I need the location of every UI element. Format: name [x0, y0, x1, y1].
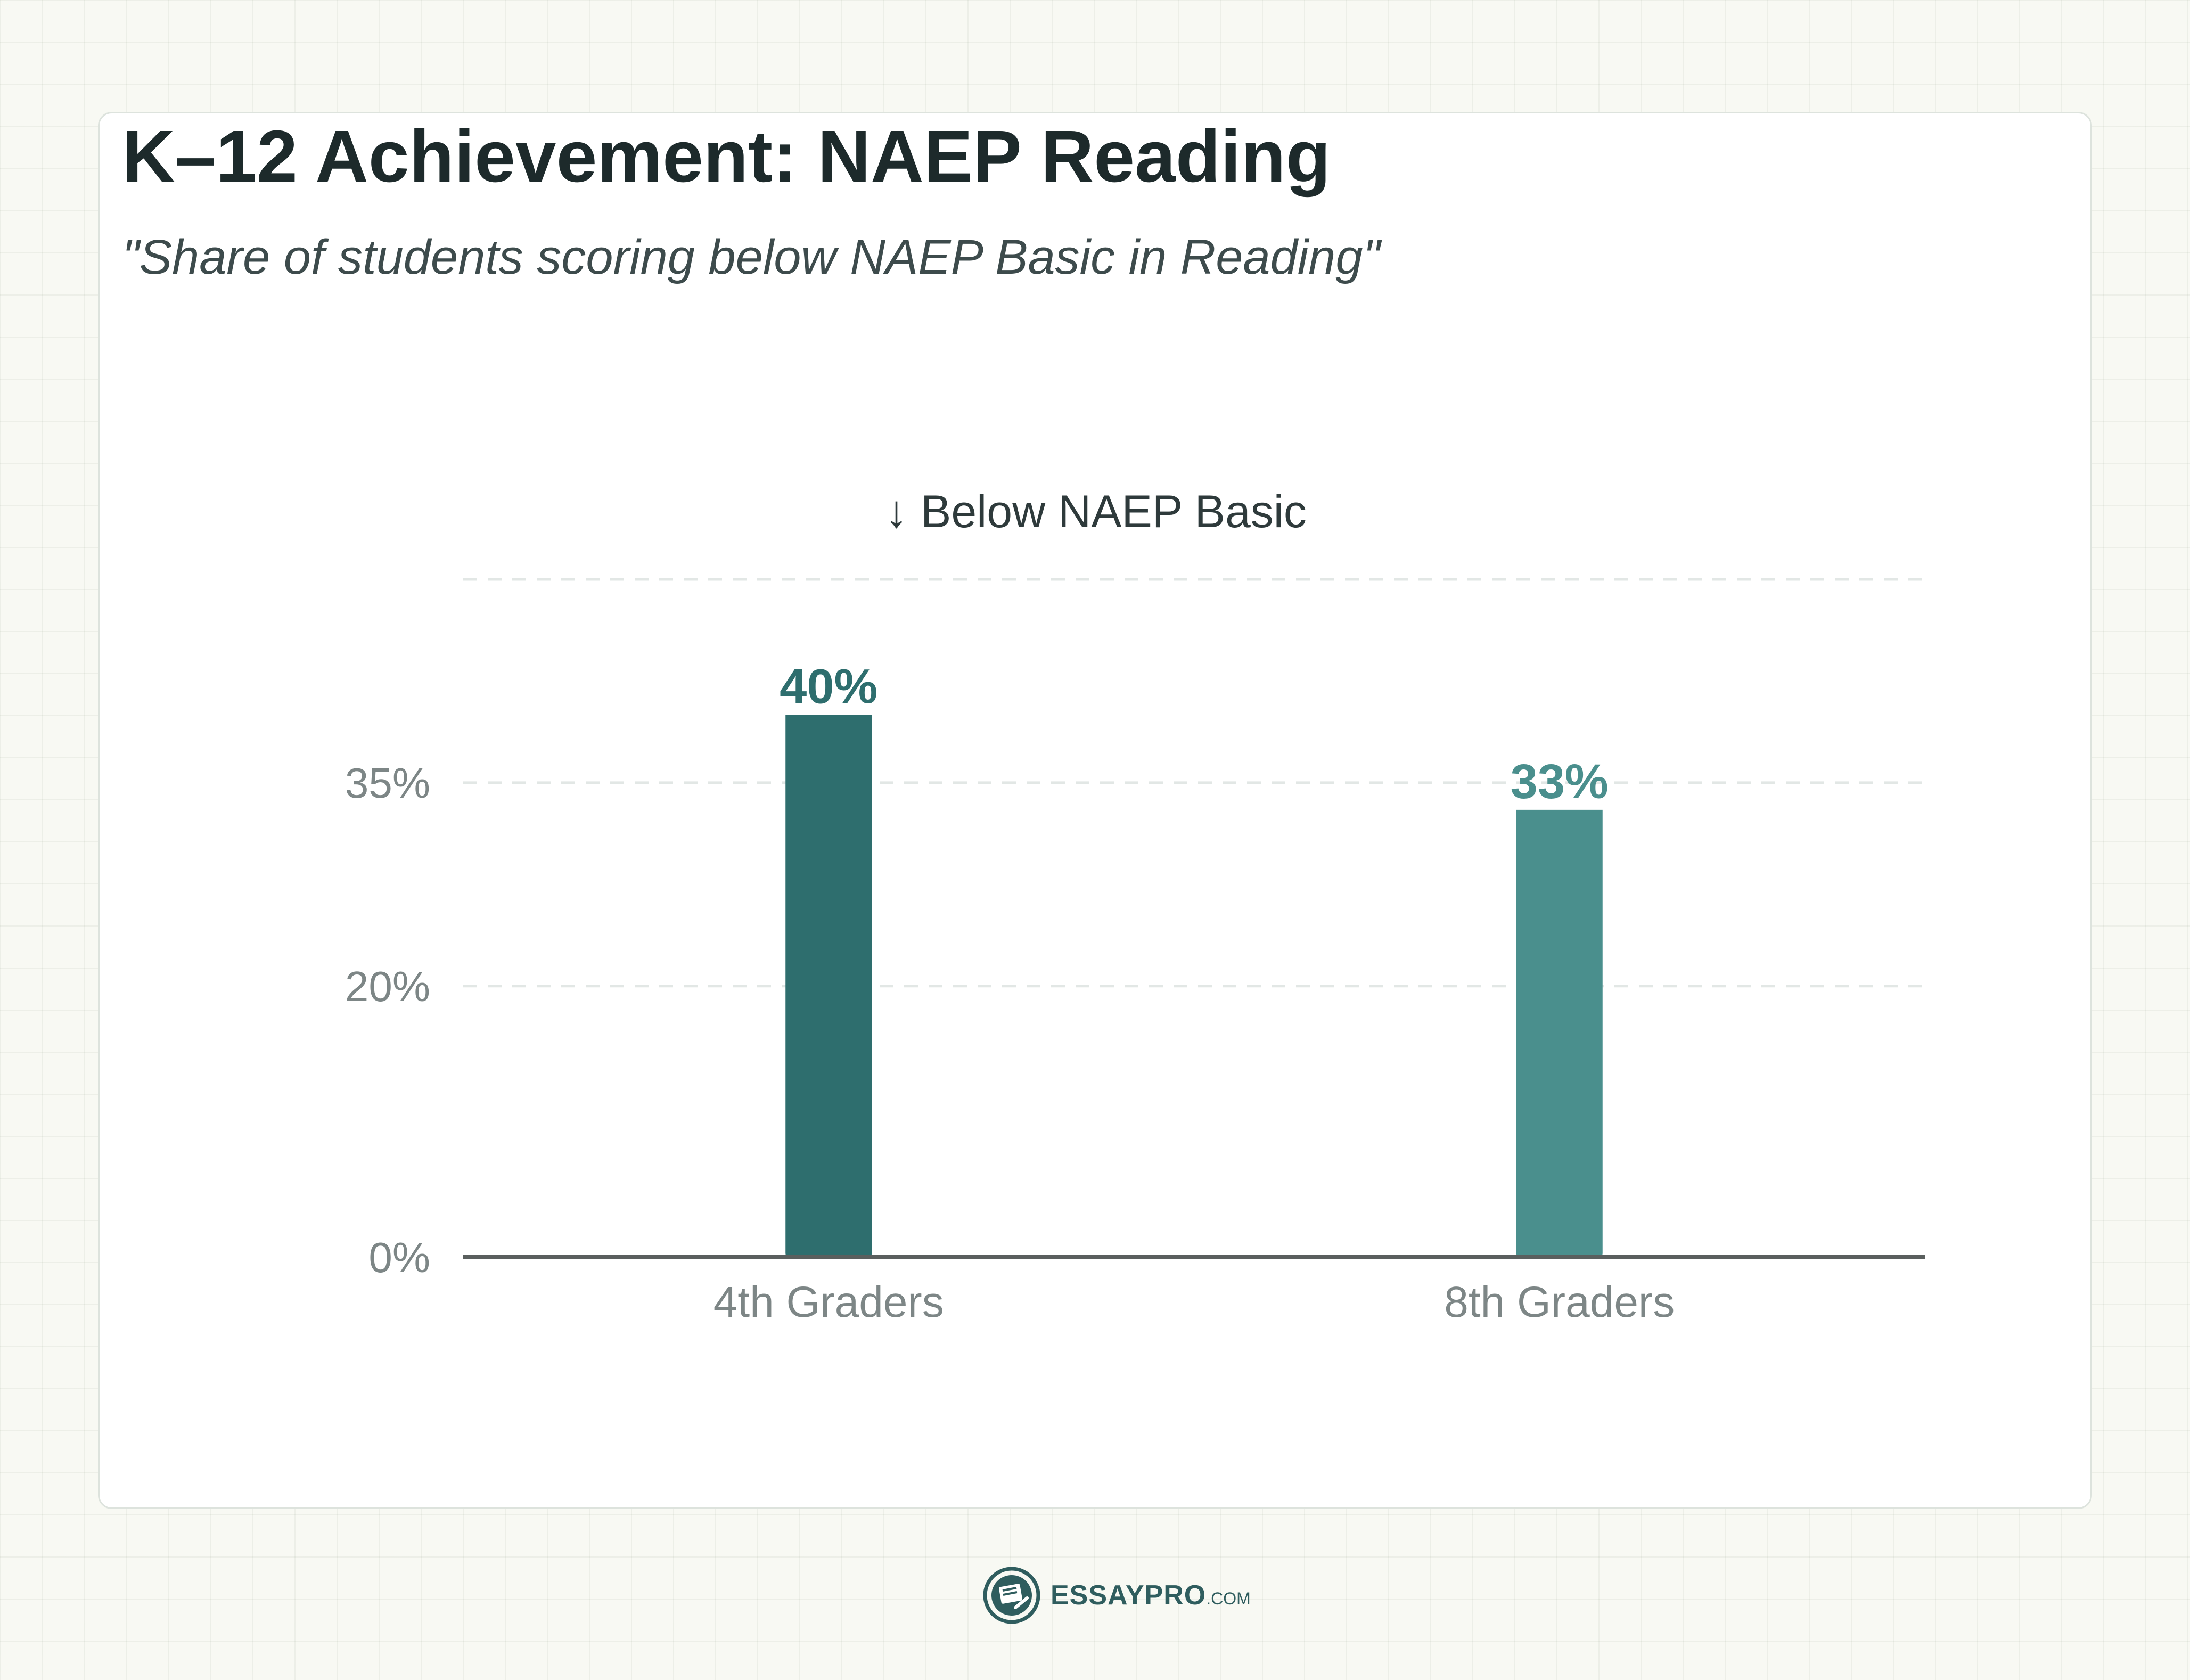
y-tick-label: 0%	[368, 1234, 430, 1281]
series-label: ↓ Below NAEP Basic	[885, 486, 1307, 537]
chart-card	[98, 112, 2092, 1509]
data-label: 40%	[780, 660, 877, 714]
x-tick-label: 4th Graders	[713, 1278, 944, 1326]
brand-footer: ESSAYPRO.COM	[982, 1564, 1251, 1627]
chart-subtitle: "Share of students scoring below NAEP Ba…	[122, 230, 1381, 284]
y-tick-label: 20%	[345, 963, 430, 1010]
bars	[785, 715, 1603, 1257]
x-tick-label: 8th Graders	[1444, 1278, 1675, 1326]
bar-1	[785, 715, 872, 1257]
chart-title: K–12 Achievement: NAEP Reading	[122, 116, 1331, 198]
y-axis-labels: 0% 20% 35%	[345, 759, 430, 1281]
data-label: 33%	[1511, 755, 1609, 809]
x-axis-labels: 4th Graders 8th Graders	[713, 1278, 1675, 1326]
essaypro-logo-icon	[983, 1567, 1040, 1624]
data-labels: 40% 33%	[780, 660, 1609, 809]
brand-tld: .COM	[1206, 1589, 1251, 1608]
brand-name: ESSAYPRO.COM	[1051, 1580, 1251, 1611]
y-tick-label: 35%	[345, 759, 430, 807]
bar-2	[1516, 809, 1603, 1257]
gridlines	[463, 578, 1925, 988]
